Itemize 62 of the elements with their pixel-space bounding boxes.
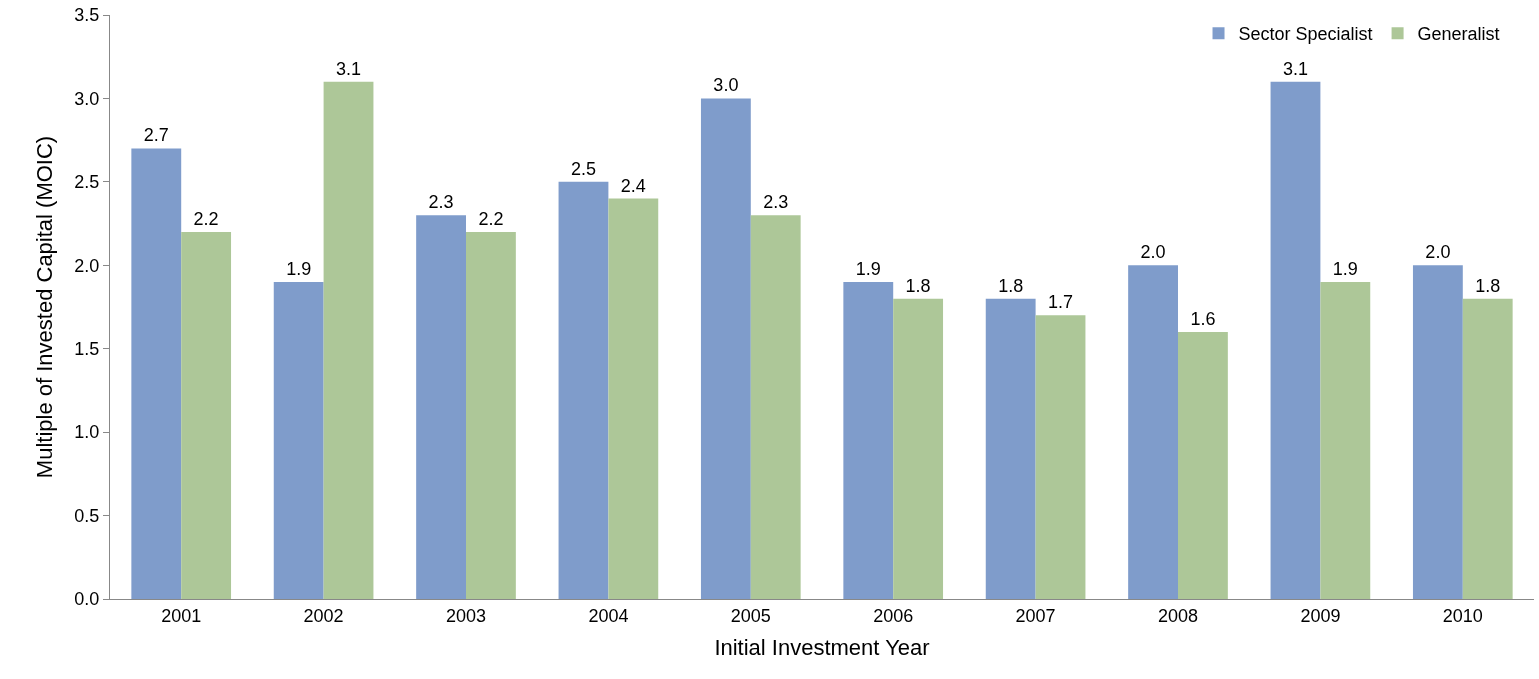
data-label: 3.0 [713, 75, 739, 96]
x-tick-label: 2009 [1300, 605, 1341, 626]
bar [273, 281, 324, 599]
data-label: 1.8 [905, 275, 931, 296]
x-tick-label: 2008 [1157, 605, 1199, 626]
bar [700, 98, 751, 599]
text: 2.0 [74, 255, 100, 276]
x-tick-label: 2004 [588, 605, 629, 626]
data-label: 1.8 [998, 275, 1024, 296]
bar [1462, 298, 1513, 599]
data-label: 2.3 [763, 192, 789, 213]
data-label: 3.1 [1282, 58, 1308, 79]
x-tick-label: 2006 [873, 605, 914, 626]
bar [750, 215, 801, 599]
legend-label: Generalist [1417, 24, 1500, 45]
data-label: 3.1 [336, 58, 362, 79]
data-label: 2.2 [478, 208, 504, 229]
bar [1270, 81, 1321, 599]
data-label: 2.7 [143, 125, 169, 146]
x-axis-title: Initial Investment Year [714, 635, 930, 661]
text: 1.5 [74, 339, 100, 360]
bar [1320, 281, 1371, 599]
bar [1035, 315, 1086, 599]
data-label: 1.7 [1048, 292, 1074, 313]
x-tick-label: 2005 [730, 605, 771, 626]
data-label: 1.8 [1475, 275, 1501, 296]
bar [323, 81, 374, 599]
bar [558, 181, 609, 599]
bar [1412, 265, 1463, 599]
data-label: 1.9 [286, 258, 312, 279]
data-label: 1.6 [1190, 309, 1216, 330]
text: 0.5 [74, 505, 100, 526]
bar [1128, 265, 1178, 599]
bar [416, 215, 466, 599]
bar [893, 298, 944, 599]
text: 2.5 [74, 172, 100, 193]
text: 0.0 [74, 589, 100, 610]
data-label: 2.0 [1425, 242, 1451, 263]
bar [608, 198, 659, 599]
y-axis-title: Multiple of Invested Capital (MOIC) [32, 135, 58, 479]
text: 3.5 [74, 5, 100, 26]
x-tick-label: 2007 [1015, 605, 1056, 626]
x-tick-label: 2001 [161, 605, 202, 626]
bar [1178, 332, 1228, 599]
x-tick-label: 2002 [303, 605, 344, 626]
x-tick-label: 2003 [445, 605, 487, 626]
x-tick-label: 2010 [1442, 605, 1483, 626]
data-label: 2.3 [428, 192, 454, 213]
bar [466, 231, 516, 599]
data-label: 1.9 [1332, 258, 1358, 279]
bar [985, 298, 1036, 599]
text: 1.0 [74, 422, 100, 443]
data-label: 2.4 [620, 175, 646, 196]
data-label: 2.5 [570, 158, 596, 179]
data-label: 1.9 [855, 258, 881, 279]
bar [181, 231, 232, 599]
bar [843, 281, 894, 599]
legend-label: Sector Specialist [1238, 24, 1373, 45]
bar [131, 148, 182, 599]
text: 3.0 [74, 88, 100, 109]
data-label: 2.2 [193, 208, 219, 229]
data-label: 2.0 [1140, 242, 1166, 263]
